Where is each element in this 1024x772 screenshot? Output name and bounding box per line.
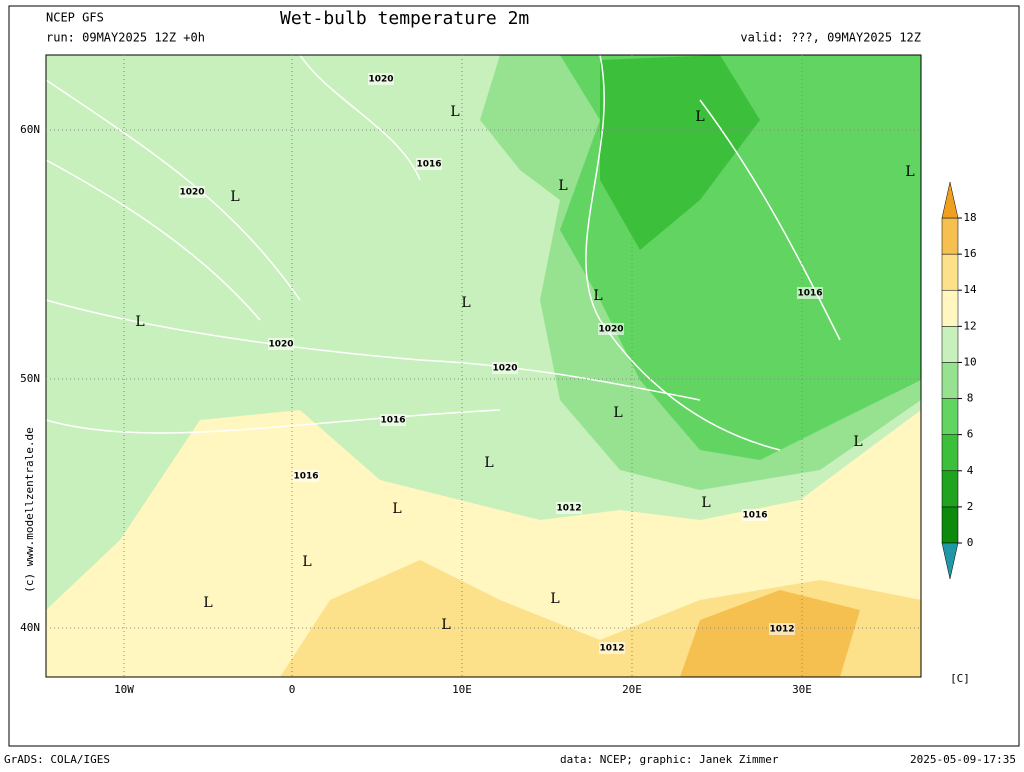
isobar-label: 1016	[416, 160, 441, 170]
low-marker: L	[905, 164, 914, 180]
isobar-label: 1012	[599, 644, 624, 654]
isobar-label: 1016	[293, 472, 318, 482]
low-marker: L	[461, 295, 470, 311]
isobar-label: 1016	[742, 511, 767, 521]
map	[45, 54, 922, 678]
colorbar-unit: [C]	[950, 672, 970, 685]
colorbar-label: 4	[967, 464, 974, 477]
isobar-label: 1020	[368, 75, 393, 85]
colorbar-label: 18	[963, 211, 976, 224]
label-bg	[769, 623, 795, 635]
frame	[8, 5, 1020, 747]
isobar-label: 1012	[769, 625, 794, 635]
low-marker: L	[701, 495, 710, 511]
colorbar-segment	[941, 217, 959, 255]
low-marker: L	[450, 104, 459, 120]
label-bg	[293, 470, 319, 482]
label-bg	[599, 642, 625, 654]
isobar-label: 1016	[797, 289, 822, 299]
model: NCEP GFS	[46, 11, 104, 25]
colorbar-segment	[941, 362, 959, 399]
side-credit: (c) www.modellzentrale.de	[23, 427, 36, 593]
lat-label: 60N	[20, 123, 40, 136]
low-marker: L	[302, 554, 311, 570]
low-marker: L	[593, 288, 602, 304]
colorbar-label: 8	[967, 392, 974, 405]
label-bg	[179, 186, 205, 198]
label-bg	[492, 362, 518, 374]
isobar-label: 1020	[492, 364, 517, 374]
colorbar-segment	[941, 434, 959, 472]
isobar-label: 1012	[556, 504, 581, 514]
isobar-label: 1016	[380, 416, 405, 426]
lon-label: 0	[289, 683, 296, 696]
lon-label: 30E	[792, 683, 812, 696]
low-marker: L	[230, 189, 239, 205]
label-bg	[598, 323, 624, 335]
low-marker: L	[853, 434, 862, 450]
lat-label: 40N	[20, 621, 40, 634]
region	[600, 55, 760, 250]
colorbar-segment	[941, 398, 959, 435]
low-marker: L	[203, 595, 212, 611]
colorbar-above	[941, 181, 959, 219]
low-marker: L	[695, 109, 704, 125]
low-marker: L	[135, 314, 144, 330]
footer-credit: data: NCEP; graphic: Janek Zimmer	[560, 753, 779, 766]
colorbar-segment	[941, 326, 959, 363]
colorbar-below	[941, 542, 959, 580]
valid: valid: ???, 09MAY2025 12Z	[740, 31, 921, 45]
label-bg	[380, 414, 406, 426]
isobar-label: 1020	[598, 325, 623, 335]
lat-label: 50N	[20, 372, 40, 385]
label-bg	[368, 73, 394, 85]
label-bg	[268, 338, 294, 350]
low-marker: L	[392, 501, 401, 517]
colorbar-label: 12	[963, 319, 976, 332]
colorbar-label: 10	[963, 355, 976, 368]
colorbar-label: 2	[967, 500, 974, 513]
label-bg	[416, 158, 442, 170]
low-marker: L	[441, 617, 450, 633]
footer-left: GrADS: COLA/IGES	[4, 753, 110, 766]
label-bg	[797, 287, 823, 299]
low-marker: L	[613, 405, 622, 421]
lon-label: 20E	[622, 683, 642, 696]
title: Wet-bulb temperature 2m	[280, 8, 529, 29]
low-marker: L	[550, 591, 559, 607]
low-marker: L	[558, 178, 567, 194]
colorbar-label: 6	[967, 428, 974, 441]
colorbar-segment	[941, 289, 959, 327]
lon-label: 10E	[452, 683, 472, 696]
colorbar-segment	[941, 253, 959, 291]
colorbar-label: 14	[963, 283, 977, 296]
colorbar-label: 16	[963, 247, 976, 260]
isobars	[45, 54, 841, 451]
colorbar-segment	[941, 470, 959, 508]
isobar-label: 1020	[179, 188, 204, 198]
low-marker: L	[484, 455, 493, 471]
footer-time: 2025-05-09-17:35	[910, 753, 1016, 766]
label-bg	[556, 502, 582, 514]
run: run: 09MAY2025 12Z +0h	[46, 31, 205, 45]
isobar-label: 1020	[268, 340, 293, 350]
map-border	[45, 54, 922, 678]
colorbar-label: 0	[967, 536, 974, 549]
colorbar-segment	[941, 506, 959, 544]
label-bg	[742, 509, 768, 521]
lon-label: 10W	[114, 683, 134, 696]
